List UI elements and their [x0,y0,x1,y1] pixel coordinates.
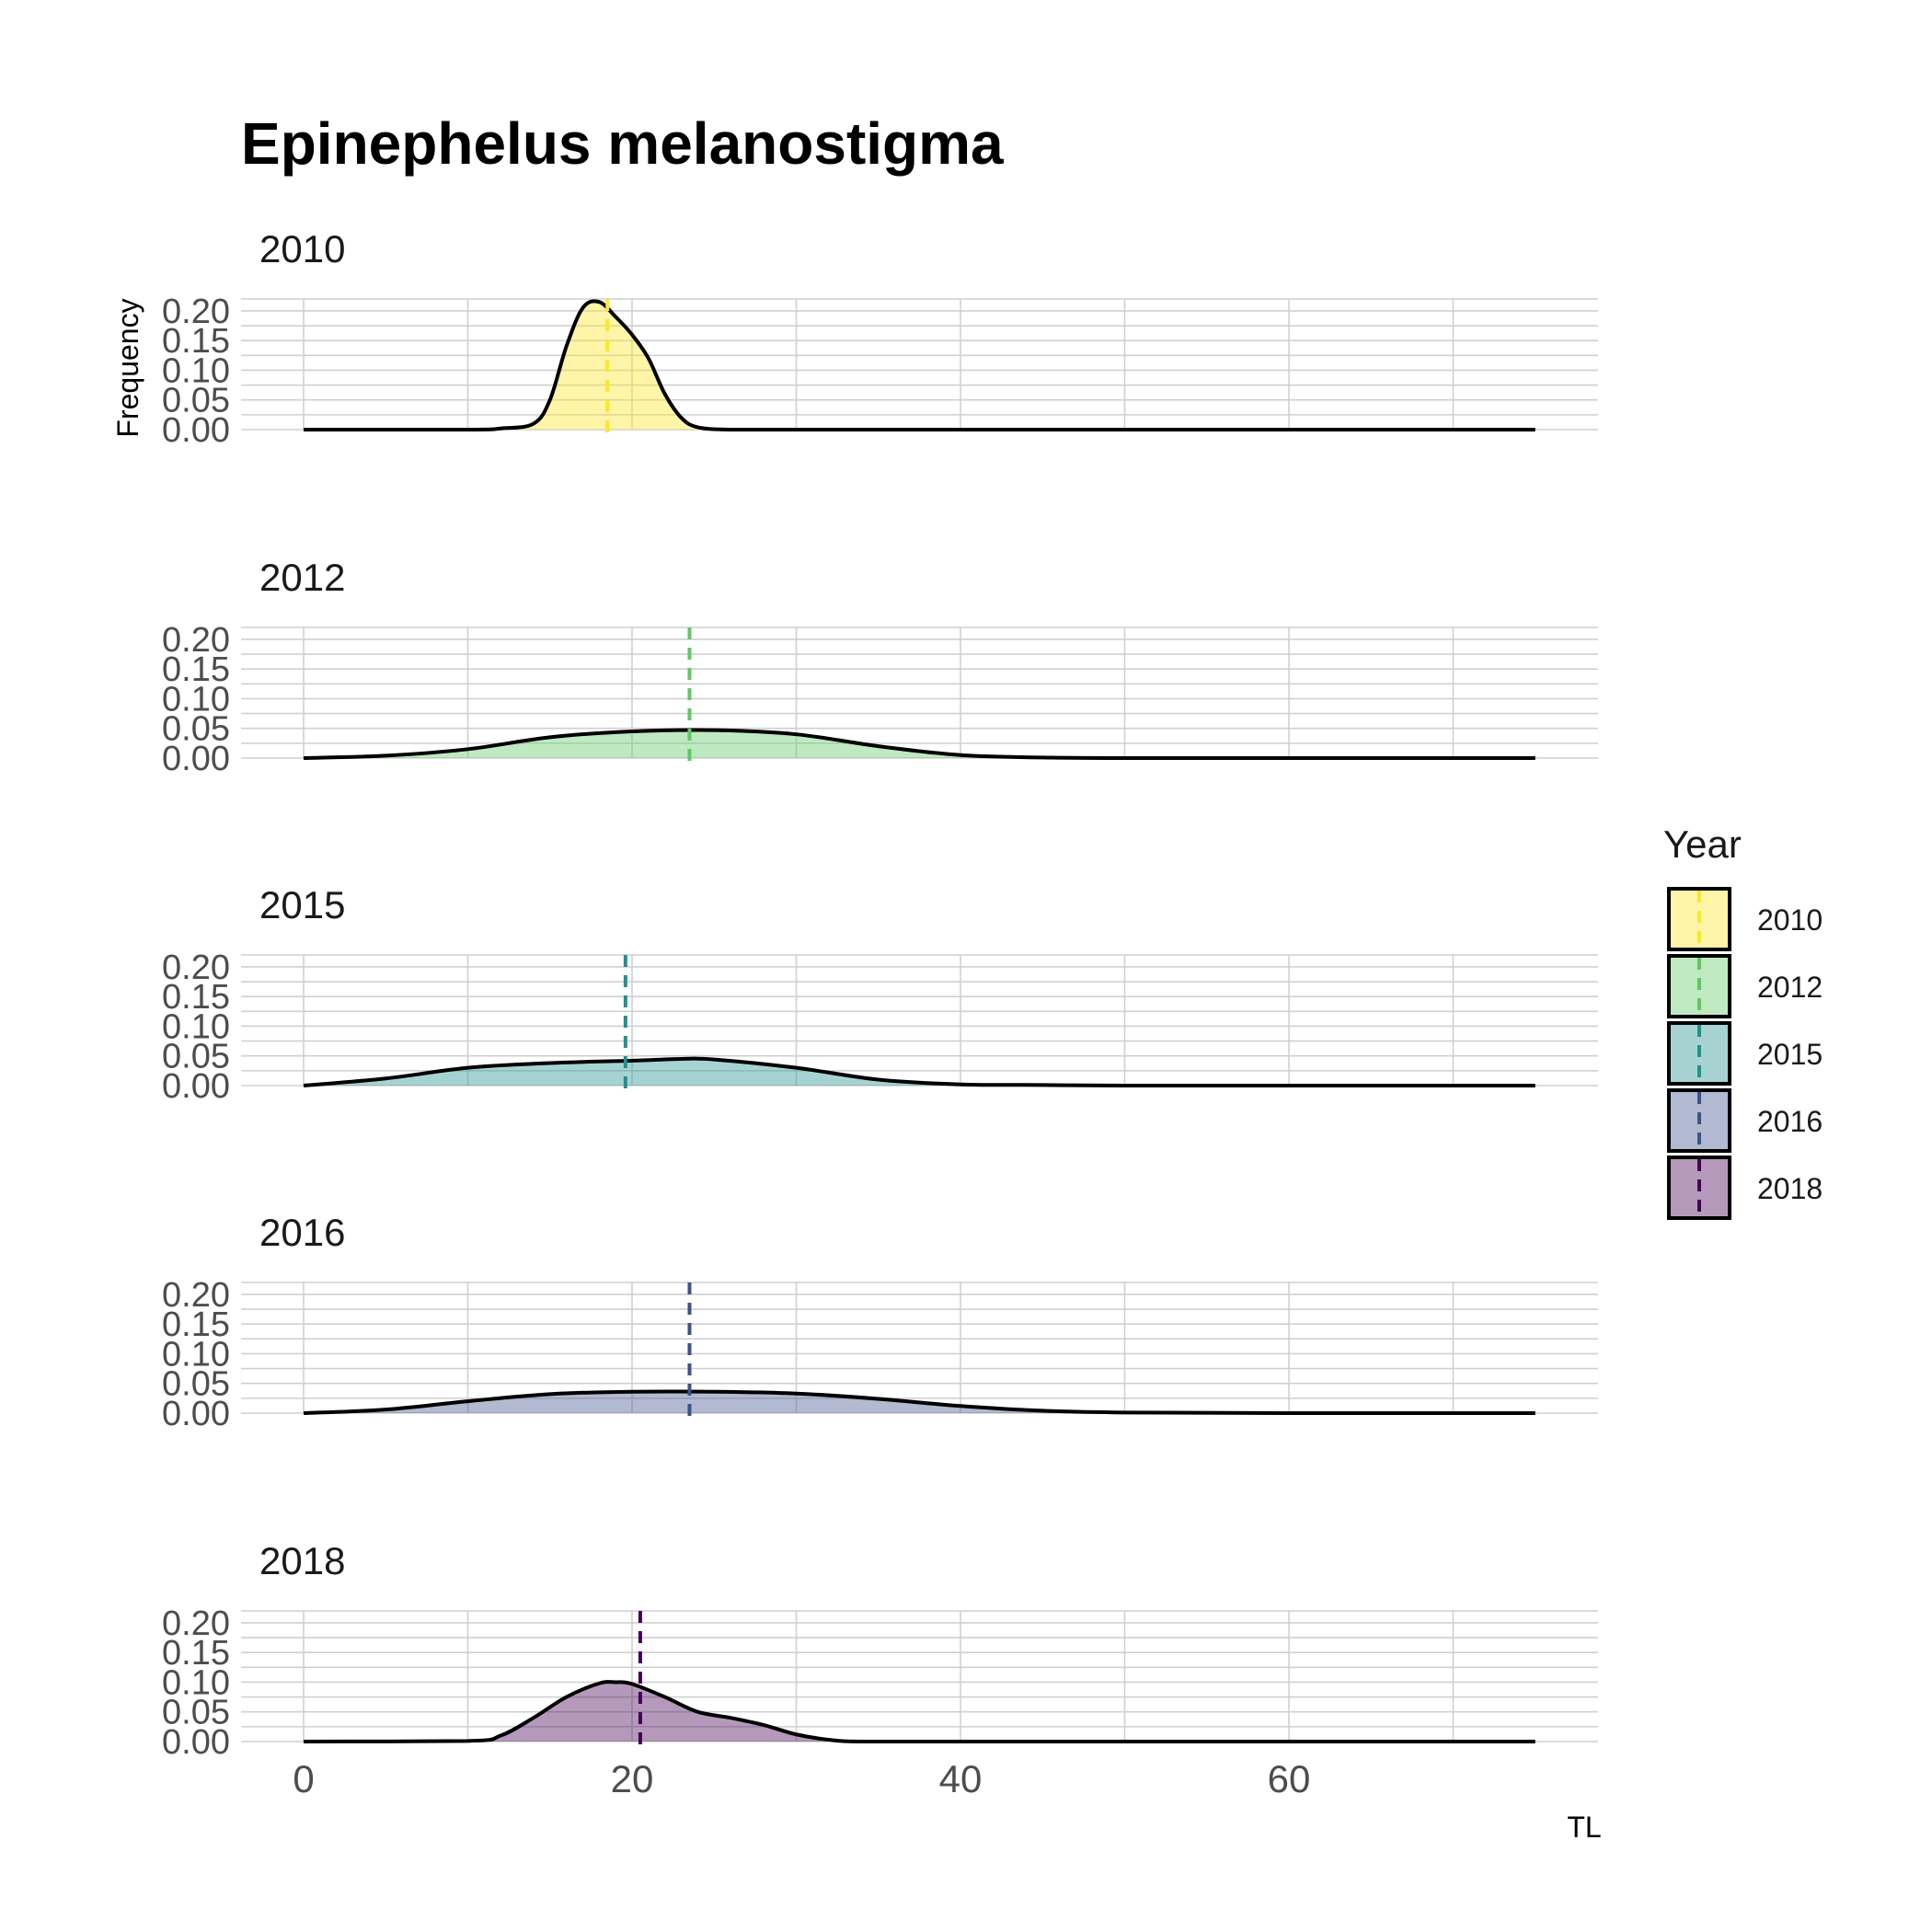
density-curve [303,1056,1535,1088]
density-curve [303,299,1535,432]
y-tick-label: 0.20 [162,293,230,331]
legend-label: 2016 [1757,1105,1823,1138]
x-axis: 0 20 40 60 [293,1757,1310,1800]
legend-label: 2018 [1757,1172,1823,1205]
y-axis-label: Frequency [111,298,144,437]
strip-label: 2012 [259,556,345,599]
y-tick-label: 0.00 [162,411,230,450]
legend-label: 2012 [1757,971,1823,1004]
x-tick-label: 20 [611,1757,654,1800]
y-tick-label: 0.15 [162,1305,230,1344]
y-tick-label: 0.10 [162,1335,230,1374]
y-tick-label: 0.05 [162,1694,230,1732]
legend-title: Year [1663,822,1742,866]
x-tick-label: 40 [939,1757,983,1800]
strip-label: 2018 [259,1539,345,1582]
panel-2010: 2010 0.000.050.100.150.20 [162,227,1598,450]
y-tick-label: 0.05 [162,1038,230,1076]
y-tick-label: 0.20 [162,621,230,660]
panel-2015: 2015 0.000.050.100.150.20 [162,883,1598,1106]
y-tick-label: 0.10 [162,680,230,719]
y-tick-label: 0.10 [162,1007,230,1046]
density-area [304,1058,1535,1086]
panel-2018: 2018 0.000.050.100.150.20 [162,1539,1598,1762]
x-axis-label: TL [1567,1811,1601,1844]
legend-label: 2015 [1757,1038,1823,1071]
y-tick-label: 0.05 [162,1365,230,1404]
chart-title: Epinephelus melanostigma [241,110,1004,177]
density-curve [303,728,1535,761]
y-tick-label: 0.20 [162,1604,230,1643]
legend: Year 2010 2012 2015 2016 2018 [1663,822,1823,1220]
facet-panels: 20100.000.050.100.150.2020120.000.050.10… [162,227,1598,1762]
panel-2012: 2012 0.000.050.100.150.20 [162,556,1598,778]
density-area [304,301,1535,430]
x-tick-label: 0 [293,1757,314,1800]
y-tick-label: 0.00 [162,740,230,778]
y-tick-label: 0.15 [162,650,230,689]
density-curve [303,1389,1535,1416]
y-tick-label: 0.20 [162,949,230,987]
y-tick-label: 0.00 [162,1395,230,1433]
y-tick-label: 0.15 [162,322,230,361]
y-tick-label: 0.05 [162,382,230,420]
legend-key-2010: 2010 [1667,887,1823,951]
legend-key-2015: 2015 [1667,1021,1823,1086]
y-tick-label: 0.00 [162,1723,230,1762]
y-tick-label: 0.10 [162,1663,230,1702]
x-tick-label: 60 [1268,1757,1311,1800]
y-tick-label: 0.00 [162,1067,230,1106]
density-area [304,730,1535,758]
y-tick-label: 0.15 [162,978,230,1017]
y-tick-label: 0.15 [162,1634,230,1673]
y-tick-label: 0.05 [162,710,230,749]
legend-key-2012: 2012 [1667,954,1823,1018]
density-area [304,1391,1535,1413]
panel-2016: 2016 0.000.050.100.150.20 [162,1211,1598,1433]
strip-label: 2015 [259,883,345,926]
legend-key-2016: 2016 [1667,1088,1823,1153]
density-curve [303,1680,1535,1744]
y-tick-label: 0.10 [162,351,230,390]
legend-key-2018: 2018 [1667,1156,1823,1220]
strip-label: 2016 [259,1211,345,1254]
density-area [304,1682,1535,1742]
y-tick-label: 0.20 [162,1276,230,1315]
strip-label: 2010 [259,227,345,270]
legend-label: 2010 [1757,903,1823,937]
